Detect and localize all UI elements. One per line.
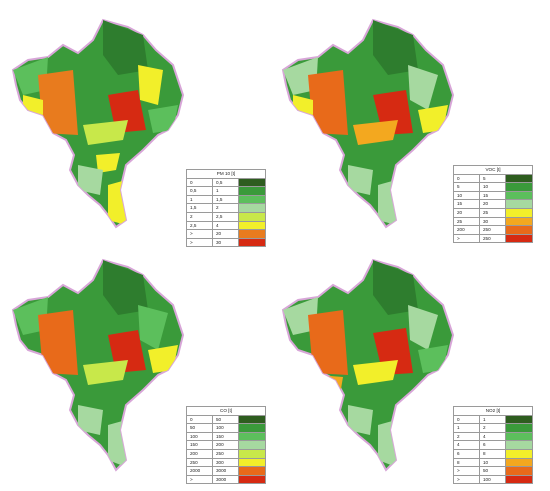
legend-swatch [505, 225, 533, 235]
legend-title: NO2 [t] [453, 406, 533, 416]
co-map [11, 258, 185, 472]
legend-row: 8 10 [453, 457, 533, 468]
legend-swatch [238, 211, 266, 222]
map-panel-no2 [278, 255, 458, 480]
legend-row: 2,5 4 [186, 220, 266, 231]
legend-row: 0,5 1 [186, 186, 266, 196]
legend-swatch [238, 414, 266, 425]
legend-swatch [505, 199, 533, 209]
legend-swatch [238, 431, 266, 442]
legend-row: 200 250 [186, 448, 266, 459]
legend-row: 0 0,5 [186, 177, 266, 188]
legend-swatch [238, 237, 266, 248]
legend-swatch [505, 182, 533, 192]
legend-swatch [238, 186, 266, 196]
legend-row: >50 [453, 466, 533, 476]
legend-swatch [238, 229, 266, 239]
legend-row: >30 [186, 237, 266, 248]
legend-swatch [505, 440, 533, 450]
map-panel-voc [278, 15, 458, 235]
legend-row: 2000 3000 [186, 466, 266, 476]
legend-row: 1,5 2 [186, 203, 266, 213]
legend-swatch [505, 207, 533, 218]
legend-swatch [505, 423, 533, 433]
map-panel-co [8, 255, 188, 480]
no2-map [281, 258, 455, 472]
legend-swatch [238, 440, 266, 450]
legend-swatch [505, 431, 533, 442]
legend-swatch [238, 466, 266, 476]
legend-row: 20 25 [453, 207, 533, 218]
legend-swatch [505, 474, 533, 485]
legend-swatch [505, 466, 533, 476]
legend-swatch [238, 220, 266, 231]
map-panel-pm10 [8, 15, 188, 235]
voc-map [281, 18, 455, 229]
legend-row: 1 1,5 [186, 194, 266, 205]
legend-row: 150 200 [186, 440, 266, 450]
legend-row: 100 150 [186, 431, 266, 442]
legend-row: 250 300 [186, 457, 266, 468]
legend-swatch [505, 457, 533, 468]
legend-row: >3000 [186, 474, 266, 485]
legend-row: >20 [186, 229, 266, 239]
legend-swatch [238, 177, 266, 188]
legend-swatch [238, 423, 266, 433]
legend-title: PM 10 [t] [186, 169, 266, 179]
legend-title: VOC [t] [453, 165, 533, 175]
legend-pm10: PM 10 [t] 0 0,5 0,5 1 1 1,5 1,5 2 2 2,5 2,5 4 … [186, 169, 266, 248]
legend-swatch [505, 190, 533, 201]
legend-row: 0 50 [186, 414, 266, 425]
legend-row: 25 30 [453, 216, 533, 227]
legend-row: 15 20 [453, 199, 533, 209]
legend-row: >250 [453, 233, 533, 244]
legend-swatch [505, 233, 533, 244]
legend-row: 200 250 [453, 225, 533, 235]
legend-swatch [238, 448, 266, 459]
legend-swatch [505, 414, 533, 425]
legend-row: >100 [453, 474, 533, 485]
legend-row: 50 100 [186, 423, 266, 433]
legend-swatch [505, 216, 533, 227]
legend-swatch [238, 203, 266, 213]
legend-row: 2 2,5 [186, 211, 266, 222]
legend-swatch [505, 448, 533, 459]
legend-swatch [238, 457, 266, 468]
legend-swatch [238, 194, 266, 205]
legend-swatch [505, 173, 533, 184]
legend-row: 5 10 [453, 182, 533, 192]
legend-title: CO [t] [186, 406, 266, 416]
legend-row: 10 15 [453, 190, 533, 201]
legend-co: CO [t] 0 50 50 100 100 150 150 200 200 250 25… [186, 406, 266, 485]
pm10-map [11, 18, 185, 229]
legend-swatch [238, 474, 266, 485]
